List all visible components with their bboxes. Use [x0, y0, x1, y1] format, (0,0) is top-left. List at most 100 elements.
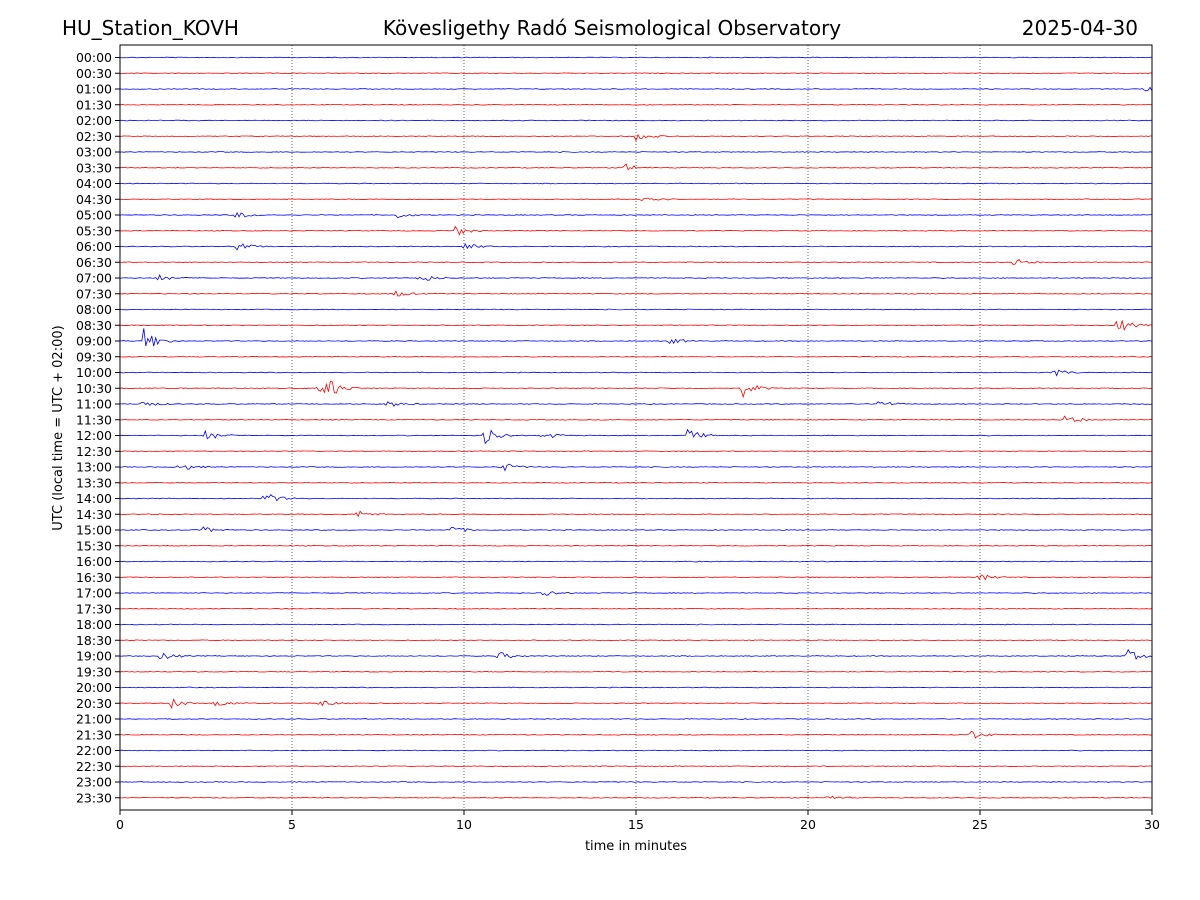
y-tick-label: 08:00 — [76, 302, 112, 317]
y-tick-label: 20:30 — [76, 696, 112, 711]
trace-row — [119, 639, 1153, 642]
y-tick-label: 01:30 — [76, 97, 112, 112]
x-tick-label: 30 — [1144, 817, 1160, 832]
trace-row — [119, 494, 1153, 502]
trace-row — [119, 698, 1153, 710]
trace-row — [119, 355, 1153, 358]
y-tick-label: 07:30 — [76, 286, 112, 301]
y-tick-label: 20:00 — [76, 680, 112, 695]
y-tick-label: 15:30 — [76, 538, 112, 553]
trace-row — [119, 781, 1153, 783]
observatory-title: Kövesligethy Radó Seismological Observat… — [383, 16, 841, 40]
y-tick-label: 08:30 — [76, 318, 112, 333]
y-tick-label: 05:00 — [76, 208, 112, 223]
trace-row — [119, 320, 1153, 331]
y-tick-label: 18:30 — [76, 633, 112, 648]
y-tick-label: 12:00 — [76, 428, 112, 443]
trace-row — [119, 765, 1153, 768]
y-tick-label: 23:30 — [76, 790, 112, 805]
y-tick-label: 10:30 — [76, 381, 112, 396]
trace-row — [119, 163, 1153, 171]
y-tick-label: 06:30 — [76, 255, 112, 270]
y-tick-label: 04:30 — [76, 192, 112, 207]
trace-row — [119, 119, 1152, 122]
y-tick-label: 02:30 — [76, 129, 112, 144]
x-tick-label: 15 — [628, 817, 644, 832]
trace-row — [119, 72, 1153, 75]
trace-row — [119, 560, 1153, 563]
y-tick-label: 07:00 — [76, 271, 112, 286]
date-title: 2025-04-30 — [1022, 16, 1138, 40]
x-tick-label: 25 — [972, 817, 988, 832]
trace-row — [119, 623, 1153, 626]
y-tick-label: 00:00 — [76, 50, 112, 65]
trace-row — [119, 225, 1153, 236]
y-tick-label: 17:00 — [76, 586, 112, 601]
y-tick-label: 01:00 — [76, 82, 112, 97]
trace-row — [119, 544, 1153, 547]
trace-row — [119, 718, 1153, 720]
y-tick-label: 03:00 — [76, 145, 112, 160]
trace-row — [119, 481, 1153, 484]
trace-row — [119, 526, 1153, 533]
x-axis-label: time in minutes — [585, 839, 687, 854]
trace-row — [119, 463, 1153, 472]
y-tick-label: 06:00 — [76, 239, 112, 254]
y-tick-label: 09:30 — [76, 349, 112, 364]
trace-row — [119, 749, 1153, 752]
y-tick-label: 19:00 — [76, 649, 112, 664]
trace-row — [119, 197, 1153, 201]
x-tick-label: 20 — [800, 817, 816, 832]
y-tick-label: 16:00 — [76, 554, 112, 569]
x-ticks: 0 5 10 15 20 25 30 — [116, 810, 1160, 832]
trace-row — [119, 211, 1153, 219]
trace-row — [119, 258, 1153, 265]
trace-row — [119, 86, 1153, 92]
trace-row — [119, 328, 1153, 347]
y-tick-label: 12:30 — [76, 444, 112, 459]
y-tick-label: 21:00 — [76, 712, 112, 727]
y-tick-label: 16:30 — [76, 570, 112, 585]
y-tick-label: 18:00 — [76, 617, 112, 632]
trace-row — [119, 56, 1153, 59]
y-tick-label: 11:00 — [76, 397, 112, 412]
y-tick-label: 14:00 — [76, 491, 112, 506]
y-tick-label: 22:30 — [76, 759, 112, 774]
y-tick-label: 22:00 — [76, 743, 112, 758]
trace-row — [119, 648, 1153, 661]
y-tick-label: 10:00 — [76, 365, 112, 380]
plot-frame — [119, 44, 1153, 811]
seismic-traces — [119, 56, 1153, 799]
y-tick-label: 17:30 — [76, 601, 112, 616]
y-tick-label: 09:00 — [76, 334, 112, 349]
y-tick-label: 14:30 — [76, 507, 112, 522]
trace-row — [119, 415, 1153, 423]
trace-row — [119, 380, 1153, 399]
y-tick-label: 13:30 — [76, 475, 112, 490]
trace-row — [119, 730, 1153, 739]
trace-row — [119, 133, 1153, 142]
trace-row — [119, 103, 1153, 106]
trace-row — [119, 670, 1153, 673]
x-tick-label: 5 — [288, 817, 296, 832]
trace-row — [119, 243, 1153, 251]
y-axis-label: UTC (local time = UTC + 02:00) — [51, 325, 66, 530]
trace-row — [119, 795, 1153, 799]
y-tick-label: 00:30 — [76, 66, 112, 81]
trace-row — [119, 182, 1153, 185]
y-tick-label: 03:30 — [76, 160, 112, 175]
trace-row — [119, 308, 1153, 311]
station-title: HU_Station_KOVH — [62, 16, 239, 40]
trace-row — [119, 510, 1153, 518]
trace-row — [119, 591, 1153, 596]
trace-row — [119, 151, 1153, 153]
trace-row — [119, 369, 1153, 377]
y-tick-label: 21:30 — [76, 727, 112, 742]
trace-row — [119, 686, 1153, 689]
trace-row — [119, 450, 1153, 453]
y-tick-label: 05:30 — [76, 223, 112, 238]
y-tick-label: 13:00 — [76, 460, 112, 475]
trace-row — [119, 607, 1153, 610]
